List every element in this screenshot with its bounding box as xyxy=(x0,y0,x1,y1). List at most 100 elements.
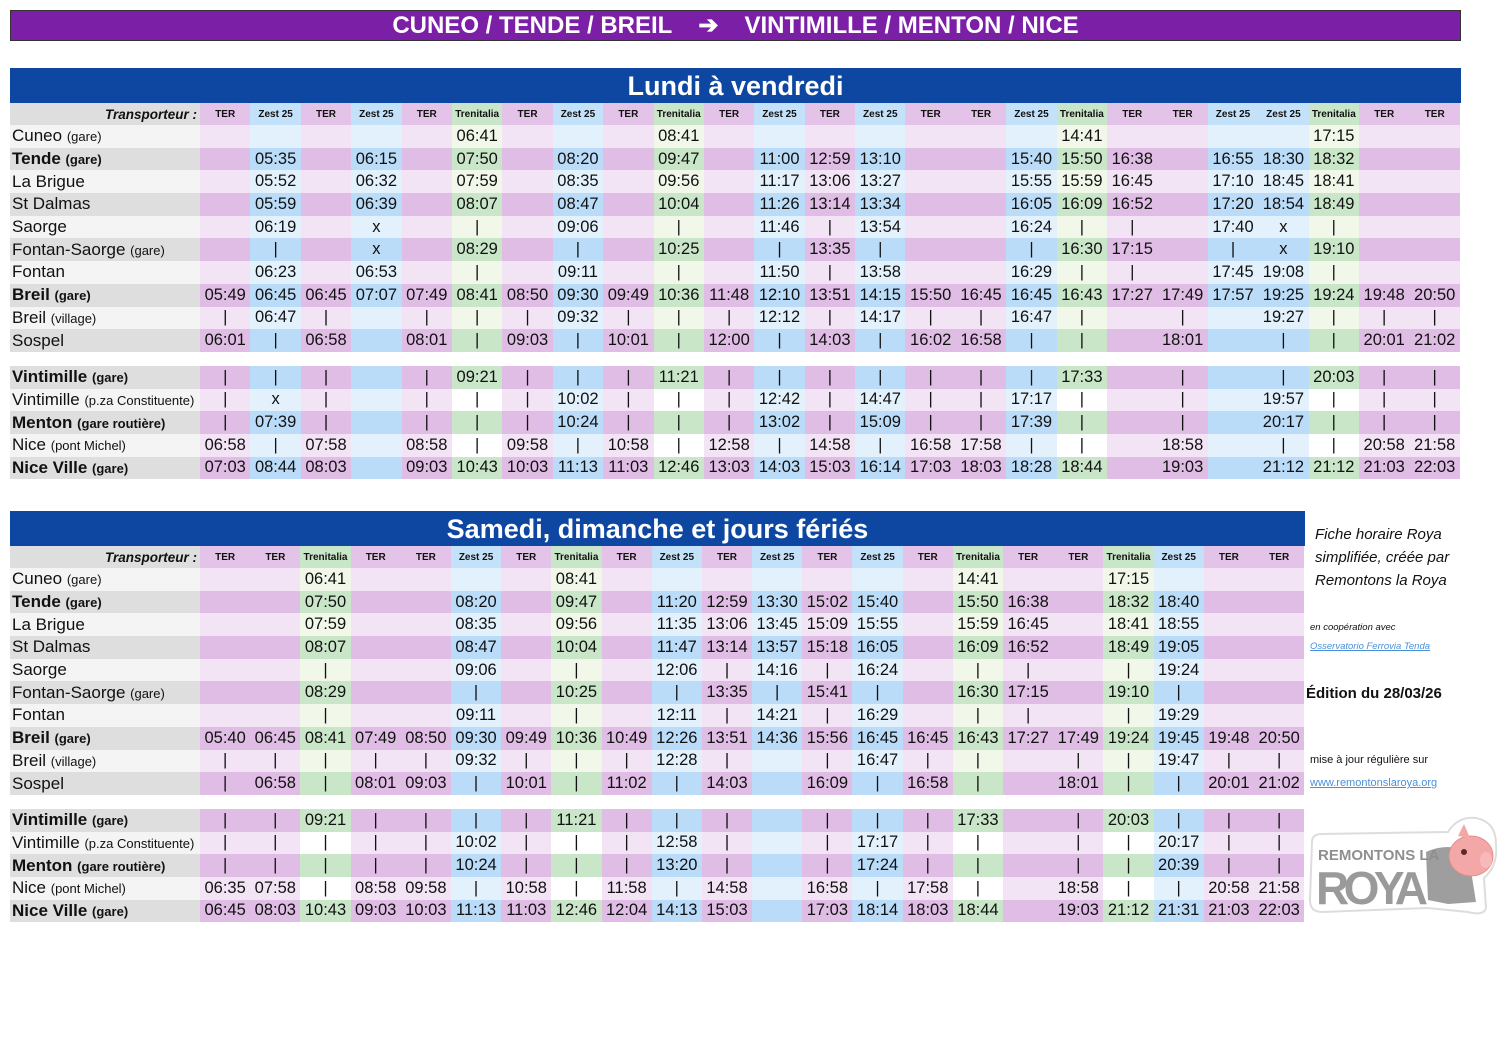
station-row: Breil (gare) 05:40 06:45 08:41 07:49 08:50 09:… xyxy=(10,726,1305,750)
time-cell xyxy=(603,193,654,216)
time-cell: | xyxy=(1153,681,1204,705)
time-cell: 08:35 xyxy=(552,170,604,194)
station-name: Breil (village) xyxy=(10,306,201,330)
time-cell xyxy=(200,147,251,171)
time-cell: 08:41 xyxy=(551,568,602,591)
station-name: Fontan xyxy=(10,261,201,284)
time-cell: 15:50 xyxy=(1056,147,1108,171)
station-name: Sospel xyxy=(10,772,201,795)
time-cell xyxy=(1359,261,1410,284)
time-cell xyxy=(200,613,251,637)
time-cell xyxy=(1203,568,1254,591)
time-cell xyxy=(502,215,553,239)
time-cell: 15:40 xyxy=(1006,147,1057,171)
time-cell: 06:58 xyxy=(250,772,301,795)
time-cell xyxy=(350,568,401,591)
time-cell: 12:28 xyxy=(651,749,702,773)
time-cell: | xyxy=(601,808,652,832)
time-cell: | xyxy=(502,365,553,389)
time-cell xyxy=(905,147,956,171)
station-row: Breil (village) | | | | | 09:32 | | | 12:28 | | 16:47… xyxy=(10,749,1305,773)
time-cell xyxy=(1207,306,1259,330)
time-cell: | xyxy=(653,388,704,412)
carrier-header: TER xyxy=(250,546,301,568)
time-cell: 16:45 xyxy=(1006,283,1057,307)
time-cell: | xyxy=(300,704,351,727)
time-cell: | xyxy=(450,681,502,705)
time-cell: 16:29 xyxy=(1006,261,1057,284)
time-cell: 07:07 xyxy=(351,283,402,307)
time-cell: | xyxy=(1056,433,1108,457)
cooperation-link[interactable]: Osservatorio Ferrovia Tenda xyxy=(1310,641,1431,652)
time-cell xyxy=(855,125,906,148)
time-cell: 16:47 xyxy=(852,749,903,773)
time-cell: 19:05 xyxy=(1153,636,1204,659)
time-cell: | xyxy=(200,388,251,412)
time-cell: 11:03 xyxy=(501,899,552,923)
time-cell: 16:58 xyxy=(955,329,1007,352)
station-name: Vintimille (p.za Constituente) xyxy=(10,388,201,412)
time-cell: 18:03 xyxy=(955,456,1007,480)
time-cell: | xyxy=(451,411,503,434)
time-cell: | xyxy=(1258,433,1309,457)
time-cell: | xyxy=(401,306,452,330)
time-cell xyxy=(1203,636,1254,659)
time-cell xyxy=(955,170,1007,194)
time-cell: 16:45 xyxy=(1107,170,1158,194)
time-cell xyxy=(1053,590,1104,614)
time-cell: 16:45 xyxy=(902,726,953,750)
time-cell: | xyxy=(1006,365,1057,389)
time-cell: 13:51 xyxy=(701,726,753,750)
time-cell xyxy=(1207,433,1259,457)
time-cell: 07:39 xyxy=(250,411,301,434)
time-cell xyxy=(351,388,402,412)
time-cell xyxy=(752,772,803,795)
station-row: Menton (gare routière) | | | | | 10:24 | | | 13:20… xyxy=(10,854,1305,877)
time-cell: | xyxy=(501,749,552,773)
time-cell: | xyxy=(804,261,856,284)
time-cell: 18:01 xyxy=(1053,772,1104,795)
time-cell: 17:03 xyxy=(905,456,956,480)
time-cell: 06:19 xyxy=(250,215,301,239)
station-label: Nice xyxy=(12,878,47,898)
time-cell: 19:03 xyxy=(1053,899,1104,923)
time-cell xyxy=(1157,125,1208,148)
time-cell: | xyxy=(601,854,652,877)
carrier-header: Trenitalia xyxy=(1308,103,1359,125)
time-cell: | xyxy=(1056,261,1108,284)
time-cell: 05:52 xyxy=(250,170,301,194)
station-row: Tende (gare) 07:50 08:20 09:47 11:20 12:59 13:… xyxy=(10,590,1305,614)
time-cell: | xyxy=(601,831,652,855)
carrier-header: Zest 25 xyxy=(250,103,301,125)
time-cell: 18:44 xyxy=(952,899,1004,923)
station-name: Menton (gare routière) xyxy=(10,854,201,877)
time-cell: | xyxy=(1006,329,1057,352)
time-cell: | xyxy=(551,749,602,773)
time-cell: 19:29 xyxy=(1153,704,1204,727)
time-cell: | xyxy=(701,749,753,773)
time-cell: | xyxy=(200,854,251,877)
station-label: Saorge xyxy=(12,660,67,680)
time-cell: 19:47 xyxy=(1153,749,1204,773)
time-cell: | xyxy=(1103,772,1154,795)
time-cell: | xyxy=(551,854,602,877)
time-cell xyxy=(502,193,553,216)
time-cell xyxy=(752,831,803,855)
time-cell: | xyxy=(902,854,953,877)
time-cell xyxy=(351,125,402,148)
time-cell: | xyxy=(1308,411,1359,434)
time-cell xyxy=(752,876,803,900)
carrier-header: TER xyxy=(350,546,401,568)
time-cell: 13:14 xyxy=(804,193,856,216)
time-cell: 13:35 xyxy=(804,238,856,262)
time-cell: 07:49 xyxy=(350,726,401,750)
time-cell: 18:58 xyxy=(1053,876,1104,900)
time-cell: | xyxy=(754,433,805,457)
time-cell: 11:03 xyxy=(603,456,654,480)
station-qualifier: (gare) xyxy=(65,595,102,611)
website-link[interactable]: www.remontonslaroya.org xyxy=(1310,777,1438,789)
time-cell: | xyxy=(1157,306,1208,330)
time-cell: 21:58 xyxy=(1253,876,1305,900)
time-cell: 14:58 xyxy=(701,876,753,900)
time-cell: 11:50 xyxy=(754,261,805,284)
